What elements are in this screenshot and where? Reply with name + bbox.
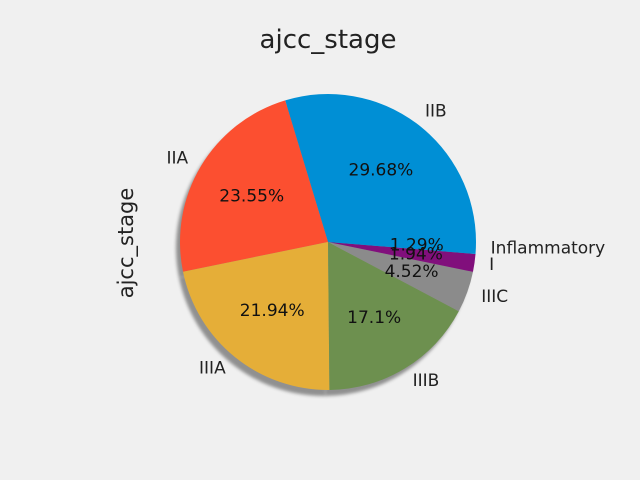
slice-percent-iiic: 4.52% — [385, 262, 439, 282]
slice-percent-iiia: 21.94% — [240, 301, 305, 321]
pie-slice-iia — [180, 100, 328, 272]
slice-label-i: I — [489, 255, 494, 275]
slice-label-iib: IIB — [425, 101, 447, 121]
pie-slice-iiic — [328, 242, 473, 312]
pie-slice-i — [328, 242, 476, 272]
slice-label-iiib: IIIB — [413, 371, 440, 391]
chart-title: ajcc_stage — [260, 25, 397, 55]
pie-slice-iib — [285, 93, 476, 242]
pie-slice-iiia — [183, 242, 330, 390]
y-axis-label: ajcc_stage — [114, 188, 139, 299]
slice-label-iiia: IIIA — [199, 359, 226, 379]
slice-percent-iib: 29.68% — [349, 161, 414, 181]
slice-percent-i: 1.94% — [389, 245, 443, 265]
pie-labels: IIB29.68%IIA23.55%IIIA21.94%IIIB17.1%III… — [166, 101, 605, 391]
pie-slice-inflammatory — [328, 242, 476, 254]
pie-slices — [180, 93, 476, 390]
slice-percent-iiib: 17.1% — [347, 308, 401, 328]
slice-percent-inflammatory: 1.29% — [390, 236, 444, 256]
slice-label-iia: IIA — [166, 149, 188, 169]
pie-slice-iiib — [328, 242, 459, 390]
slice-percent-iia: 23.55% — [219, 187, 284, 207]
slice-label-inflammatory: Inflammatory — [491, 239, 606, 259]
slice-label-iiic: IIIC — [481, 287, 508, 307]
